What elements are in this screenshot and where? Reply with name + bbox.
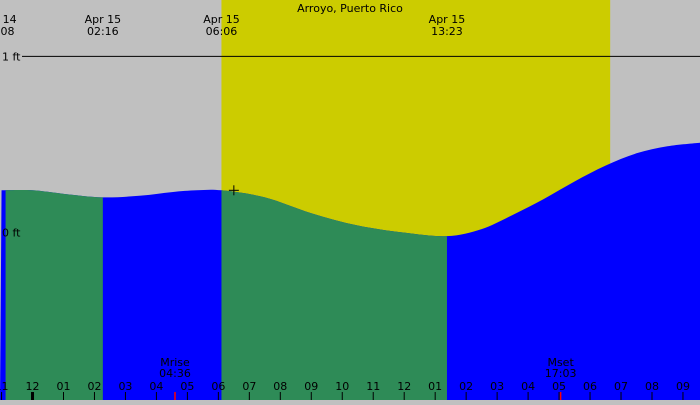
hour-label-21: 08 <box>645 380 659 393</box>
hour-label-22: 09 <box>676 380 690 393</box>
midnight-marker <box>31 392 35 400</box>
moon-event-label-1: Mset <box>547 356 574 369</box>
hour-label-15: 02 <box>459 380 473 393</box>
hour-label-0: 11 <box>0 380 9 393</box>
tide-event-time-2: 06:06 <box>206 25 238 38</box>
hour-label-17: 04 <box>521 380 535 393</box>
cursor-crosshair <box>228 185 239 196</box>
moon-event-label-0: Mrise <box>160 356 190 369</box>
hour-label-8: 07 <box>242 380 256 393</box>
tide-event-time-1: 02:16 <box>87 25 119 38</box>
tide-event-date-3: Apr 15 <box>429 13 466 26</box>
hour-label-1: 12 <box>26 380 40 393</box>
hour-label-16: 03 <box>490 380 504 393</box>
y-tick-label-1: 0 ft <box>2 227 21 240</box>
hour-label-2: 01 <box>56 380 70 393</box>
hour-label-7: 06 <box>211 380 225 393</box>
tide-event-date-2: Apr 15 <box>203 13 240 26</box>
tide-event-time-3: 13:23 <box>431 25 463 38</box>
tide-event-date-0: r 14 <box>0 13 17 26</box>
hour-label-19: 06 <box>583 380 597 393</box>
hour-label-20: 07 <box>614 380 628 393</box>
hour-label-10: 09 <box>304 380 318 393</box>
hour-label-3: 02 <box>87 380 101 393</box>
hour-label-14: 01 <box>428 380 442 393</box>
hour-label-18: 05 <box>552 380 566 393</box>
hour-label-4: 03 <box>118 380 132 393</box>
y-tick-label-0: 1 ft <box>2 50 21 63</box>
chart-title: Arroyo, Puerto Rico <box>297 2 403 15</box>
tide-event-time-0: :08 <box>0 25 14 38</box>
hour-label-13: 12 <box>397 380 411 393</box>
moon-event-time-0: 04:36 <box>159 367 191 380</box>
tide-event-date-1: Apr 15 <box>85 13 122 26</box>
hour-label-12: 11 <box>366 380 380 393</box>
moon-event-time-1: 17:03 <box>545 367 577 380</box>
hour-label-6: 05 <box>180 380 194 393</box>
hour-label-9: 08 <box>273 380 287 393</box>
hour-label-11: 10 <box>335 380 349 393</box>
hour-label-5: 04 <box>149 380 163 393</box>
